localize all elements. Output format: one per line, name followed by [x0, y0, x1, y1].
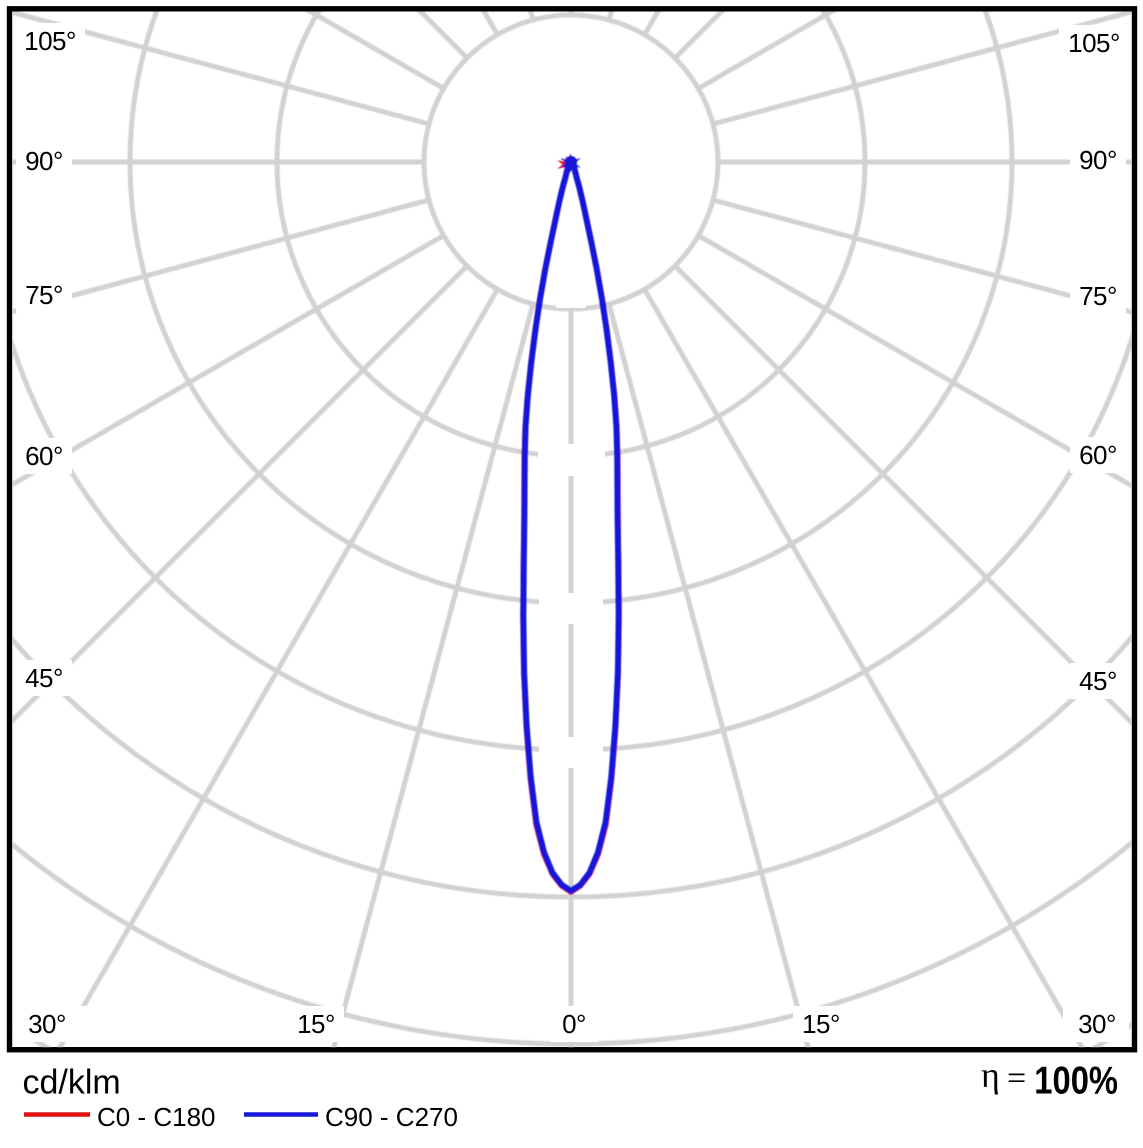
svg-text:cd/klm: cd/klm	[23, 1064, 121, 1102]
svg-text:45°: 45°	[1079, 666, 1117, 696]
svg-text:30°: 30°	[1078, 1009, 1116, 1039]
svg-text:105°: 105°	[1068, 28, 1120, 58]
svg-text:=: =	[1007, 1060, 1026, 1097]
svg-text:60°: 60°	[25, 441, 63, 471]
svg-text:105°: 105°	[24, 26, 76, 56]
svg-text:75°: 75°	[25, 280, 63, 310]
svg-text:60°: 60°	[1079, 440, 1117, 470]
svg-text:C0 - C180: C0 - C180	[97, 1102, 216, 1132]
svg-text:30°: 30°	[28, 1009, 66, 1039]
svg-text:75°: 75°	[1079, 281, 1117, 311]
svg-text:100%: 100%	[1034, 1059, 1118, 1102]
svg-text:90°: 90°	[1079, 145, 1117, 175]
svg-text:η: η	[981, 1055, 1000, 1095]
svg-text:90°: 90°	[25, 146, 63, 176]
svg-text:0°: 0°	[562, 1009, 586, 1039]
svg-text:15°: 15°	[297, 1009, 335, 1039]
svg-text:45°: 45°	[25, 663, 63, 693]
svg-text:C90 - C270: C90 - C270	[325, 1102, 458, 1132]
svg-text:15°: 15°	[802, 1009, 840, 1039]
